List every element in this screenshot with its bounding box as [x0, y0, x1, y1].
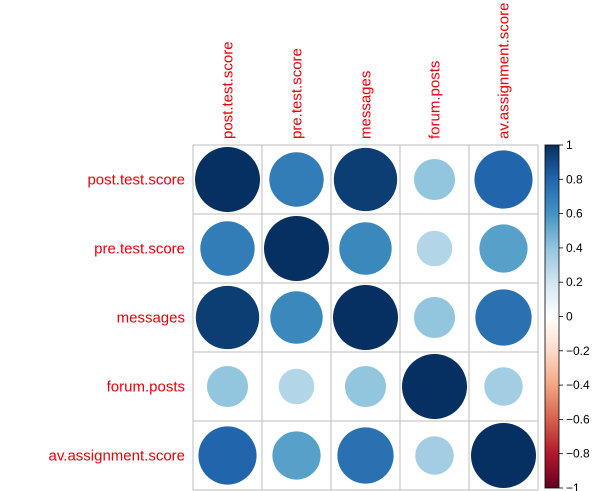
row-label: forum.posts	[107, 379, 185, 396]
correlation-circle	[195, 147, 260, 212]
correlation-circle	[333, 285, 398, 350]
column-label: messages	[358, 71, 375, 139]
correlation-circle	[402, 354, 467, 419]
grid	[192, 144, 539, 491]
correlation-circle	[206, 365, 249, 408]
correlation-circle	[195, 285, 260, 350]
colorbar-tick-label: −0.4	[566, 378, 590, 392]
column-label: post.test.score	[220, 41, 237, 139]
correlation-circle	[337, 427, 394, 484]
correlation-circle	[270, 291, 323, 344]
colorbar-tick-label: 0.2	[566, 275, 583, 289]
column-label: pre.test.score	[289, 48, 306, 139]
correlation-circle	[475, 289, 532, 346]
row-labels: post.test.score pre.test.score messages for…	[49, 172, 185, 465]
correlation-circle	[415, 436, 454, 475]
correlation-circle	[479, 224, 528, 273]
correlation-circle	[198, 426, 257, 485]
correlation-circle	[484, 367, 523, 406]
correlation-circle	[269, 152, 324, 207]
colorbar-tick-label: −0.8	[566, 447, 590, 461]
colorbar-tick-label: 0.6	[566, 207, 583, 221]
colorbar-tick-label: 1	[566, 138, 573, 152]
correlation-circles	[195, 147, 536, 488]
colorbar-gradient	[544, 144, 560, 489]
correlation-circle	[333, 147, 398, 212]
correlation-circle	[272, 431, 321, 480]
correlation-circle	[200, 221, 255, 276]
correlation-circle	[416, 230, 453, 267]
row-label: pre.test.score	[94, 241, 185, 258]
colorbar: 1 0.8 0.6 0.4 0.2 0 −0.2 −0.4 −0.6 −0.8 −1	[544, 138, 590, 491]
colorbar-tick-label: −1	[566, 481, 580, 491]
correlation-circle	[413, 158, 456, 201]
correlation-circle	[339, 222, 392, 275]
row-label: post.test.score	[87, 172, 185, 189]
colorbar-tick-label: 0	[566, 310, 573, 324]
colorbar-tick-label: −0.2	[566, 344, 590, 358]
column-labels: post.test.score pre.test.score messages for…	[220, 3, 513, 139]
row-label: messages	[117, 310, 185, 327]
correlation-circle	[413, 296, 456, 339]
colorbar-tick-label: −0.6	[566, 412, 590, 426]
row-label: av.assignment.score	[49, 448, 185, 465]
correlation-circle	[278, 368, 315, 405]
colorbar-tick-label: 0.8	[566, 172, 583, 186]
correlation-circle	[264, 216, 329, 281]
correlation-circle	[344, 365, 387, 408]
column-label: av.assignment.score	[496, 3, 513, 139]
colorbar-tick-label: 0.4	[566, 241, 583, 255]
correlation-circle	[471, 423, 536, 488]
correlation-circle	[474, 150, 533, 209]
column-label: forum.posts	[427, 61, 444, 139]
